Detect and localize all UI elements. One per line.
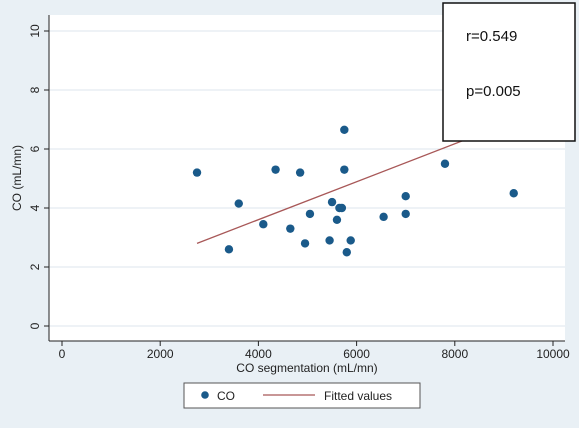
x-tick-label: 4000 [245,347,272,361]
data-point [379,212,388,222]
data-point [509,189,518,198]
x-axis-title: CO segmentation (mL/mn) [236,361,377,375]
p-value: p=0.005 [466,83,521,100]
data-point [401,209,410,219]
x-tick-label: 8000 [441,347,468,361]
scatter-points [192,125,518,257]
data-point [327,197,337,207]
ticks: 0 2 4 6 8 10 0 2000 4000 6000 8000 10000 [28,24,570,361]
y-axis-title: CO (mL/mn) [10,145,24,211]
data-point [337,203,347,213]
axes [48,15,565,342]
r-value: r=0.549 [466,28,517,45]
y-tick-label: 0 [28,322,42,329]
y-tick-label: 10 [28,24,42,38]
data-point [342,248,351,257]
data-point [300,239,310,248]
data-point [440,159,450,168]
stats-box [442,2,576,142]
y-tick-label: 6 [28,145,42,152]
x-tick-label: 0 [59,347,66,361]
data-point [346,236,355,245]
data-point [340,125,349,135]
x-tick-label: 6000 [343,347,370,361]
data-point [271,165,280,174]
data-point [234,199,243,208]
y-tick-label: 4 [28,204,42,211]
legend: CO Fitted values [183,382,421,409]
stats-annotation: r=0.549 p=0.005 [442,2,576,142]
x-tick-label: 2000 [147,347,174,361]
legend-label-fitted: Fitted values [324,389,392,403]
data-point [286,224,295,233]
y-tick-label: 8 [28,86,42,93]
data-point [340,165,349,174]
data-point [401,192,410,201]
data-point [305,209,315,219]
data-point [295,168,305,177]
data-point [332,215,342,224]
data-point [325,236,334,245]
data-point [224,245,234,254]
y-tick-label: 2 [28,263,42,270]
legend-label-co: CO [217,389,235,403]
x-tick-label: 10000 [536,347,570,361]
data-point [192,168,202,177]
legend-marker-co [201,391,209,399]
data-point [259,220,268,229]
